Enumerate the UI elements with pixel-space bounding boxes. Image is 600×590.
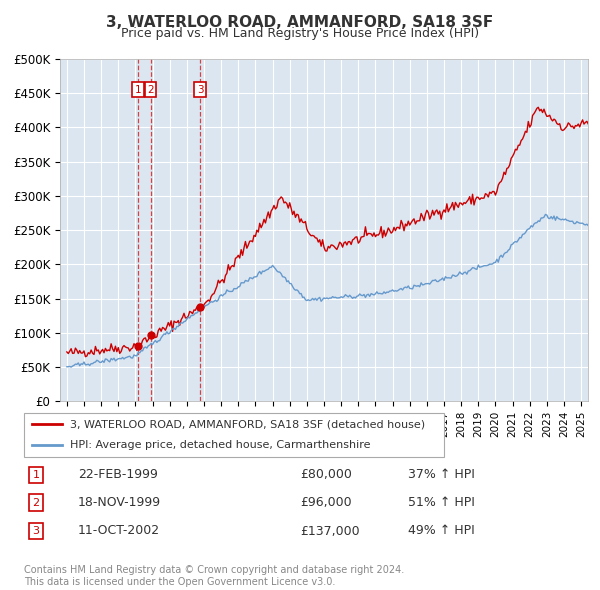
Text: 37% ↑ HPI: 37% ↑ HPI: [408, 468, 475, 481]
Text: 3: 3: [197, 85, 203, 95]
Text: 3, WATERLOO ROAD, AMMANFORD, SA18 3SF (detached house): 3, WATERLOO ROAD, AMMANFORD, SA18 3SF (d…: [70, 419, 425, 429]
Text: 2: 2: [32, 498, 40, 507]
Text: 1: 1: [32, 470, 40, 480]
Text: HPI: Average price, detached house, Carmarthenshire: HPI: Average price, detached house, Carm…: [70, 440, 371, 450]
Text: Contains HM Land Registry data © Crown copyright and database right 2024.
This d: Contains HM Land Registry data © Crown c…: [24, 565, 404, 587]
Text: 51% ↑ HPI: 51% ↑ HPI: [408, 496, 475, 509]
Text: 3: 3: [32, 526, 40, 536]
FancyBboxPatch shape: [24, 413, 444, 457]
Text: 22-FEB-1999: 22-FEB-1999: [78, 468, 158, 481]
Text: 11-OCT-2002: 11-OCT-2002: [78, 525, 160, 537]
Text: 3, WATERLOO ROAD, AMMANFORD, SA18 3SF: 3, WATERLOO ROAD, AMMANFORD, SA18 3SF: [106, 15, 494, 30]
Text: 18-NOV-1999: 18-NOV-1999: [78, 496, 161, 509]
Text: 2: 2: [147, 85, 154, 95]
Text: 1: 1: [134, 85, 141, 95]
Text: 49% ↑ HPI: 49% ↑ HPI: [408, 525, 475, 537]
Text: Price paid vs. HM Land Registry's House Price Index (HPI): Price paid vs. HM Land Registry's House …: [121, 27, 479, 40]
Text: £96,000: £96,000: [300, 496, 352, 509]
Text: £137,000: £137,000: [300, 525, 359, 537]
Text: £80,000: £80,000: [300, 468, 352, 481]
